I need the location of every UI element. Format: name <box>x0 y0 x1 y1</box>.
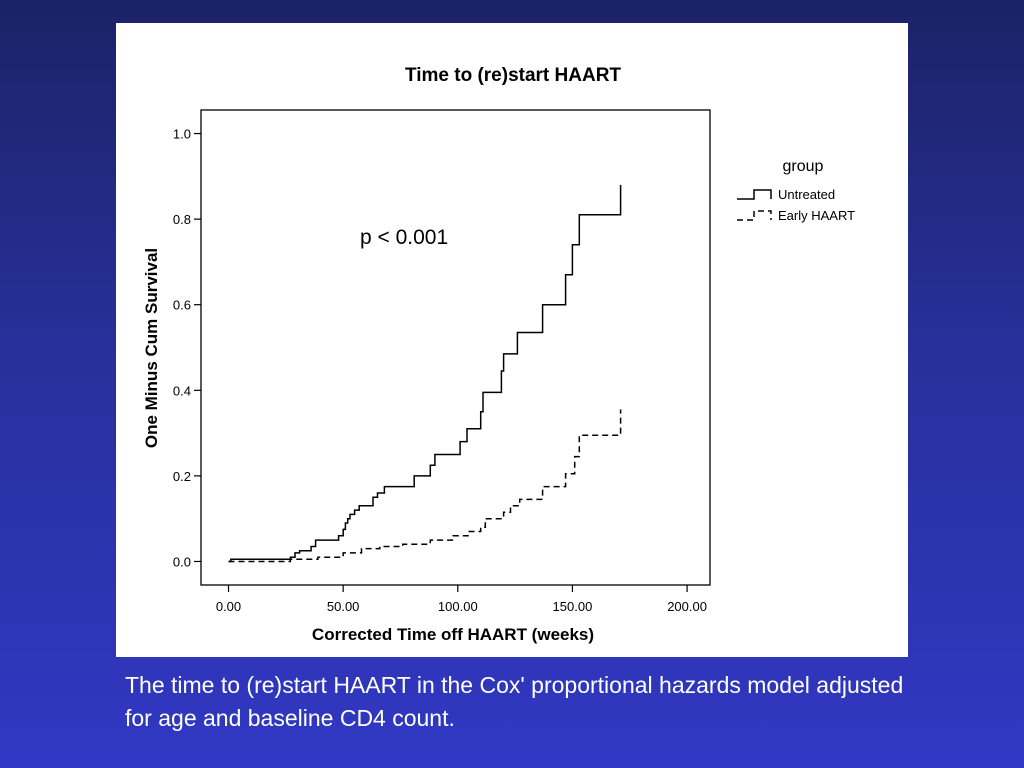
km-chart: Time to (re)start HAART 0.0 0.2 0.4 0.6 0.8 1… <box>142 65 855 644</box>
p-value-annotation: p < 0.001 <box>360 226 448 249</box>
chart-title: Time to (re)start HAART <box>405 65 621 86</box>
x-tick-label: 200.00 <box>667 599 707 614</box>
y-axis-label: One Minus Cum Survival <box>142 248 161 448</box>
x-tick-label: 100.00 <box>438 599 478 614</box>
legend-label: Early HAART <box>778 208 855 223</box>
legend-swatch <box>737 189 772 200</box>
y-tick-label: 0.4 <box>173 383 191 398</box>
series-line-untreated <box>228 184 622 563</box>
figure-panel: Time to (re)start HAART 0.0 0.2 0.4 0.6 0.8 1… <box>116 23 908 657</box>
x-axis-ticks: 0.00 50.00 100.00 150.00 200.00 <box>216 585 707 614</box>
y-tick-label: 0.8 <box>173 212 191 227</box>
x-tick-label: 0.00 <box>216 599 241 614</box>
legend-title: group <box>783 158 824 175</box>
legend-swatch <box>737 210 772 221</box>
series-layer <box>228 184 622 563</box>
legend-label: Untreated <box>778 187 835 202</box>
y-tick-label: 0.6 <box>173 298 191 313</box>
y-axis-ticks: 0.0 0.2 0.4 0.6 0.8 1.0 <box>173 127 201 569</box>
y-tick-label: 0.2 <box>173 469 191 484</box>
plot-frame <box>200 109 711 586</box>
x-axis-label: Corrected Time off HAART (weeks) <box>312 625 594 644</box>
y-tick-label: 0.0 <box>173 554 191 569</box>
y-tick-label: 1.0 <box>173 127 191 142</box>
x-tick-label: 150.00 <box>553 599 593 614</box>
legend: Untreated Early HAART <box>737 187 855 223</box>
series-line-early-haart <box>228 409 622 563</box>
x-tick-label: 50.00 <box>327 599 360 614</box>
slide-caption: The time to (re)start HAART in the Cox' … <box>125 672 904 731</box>
